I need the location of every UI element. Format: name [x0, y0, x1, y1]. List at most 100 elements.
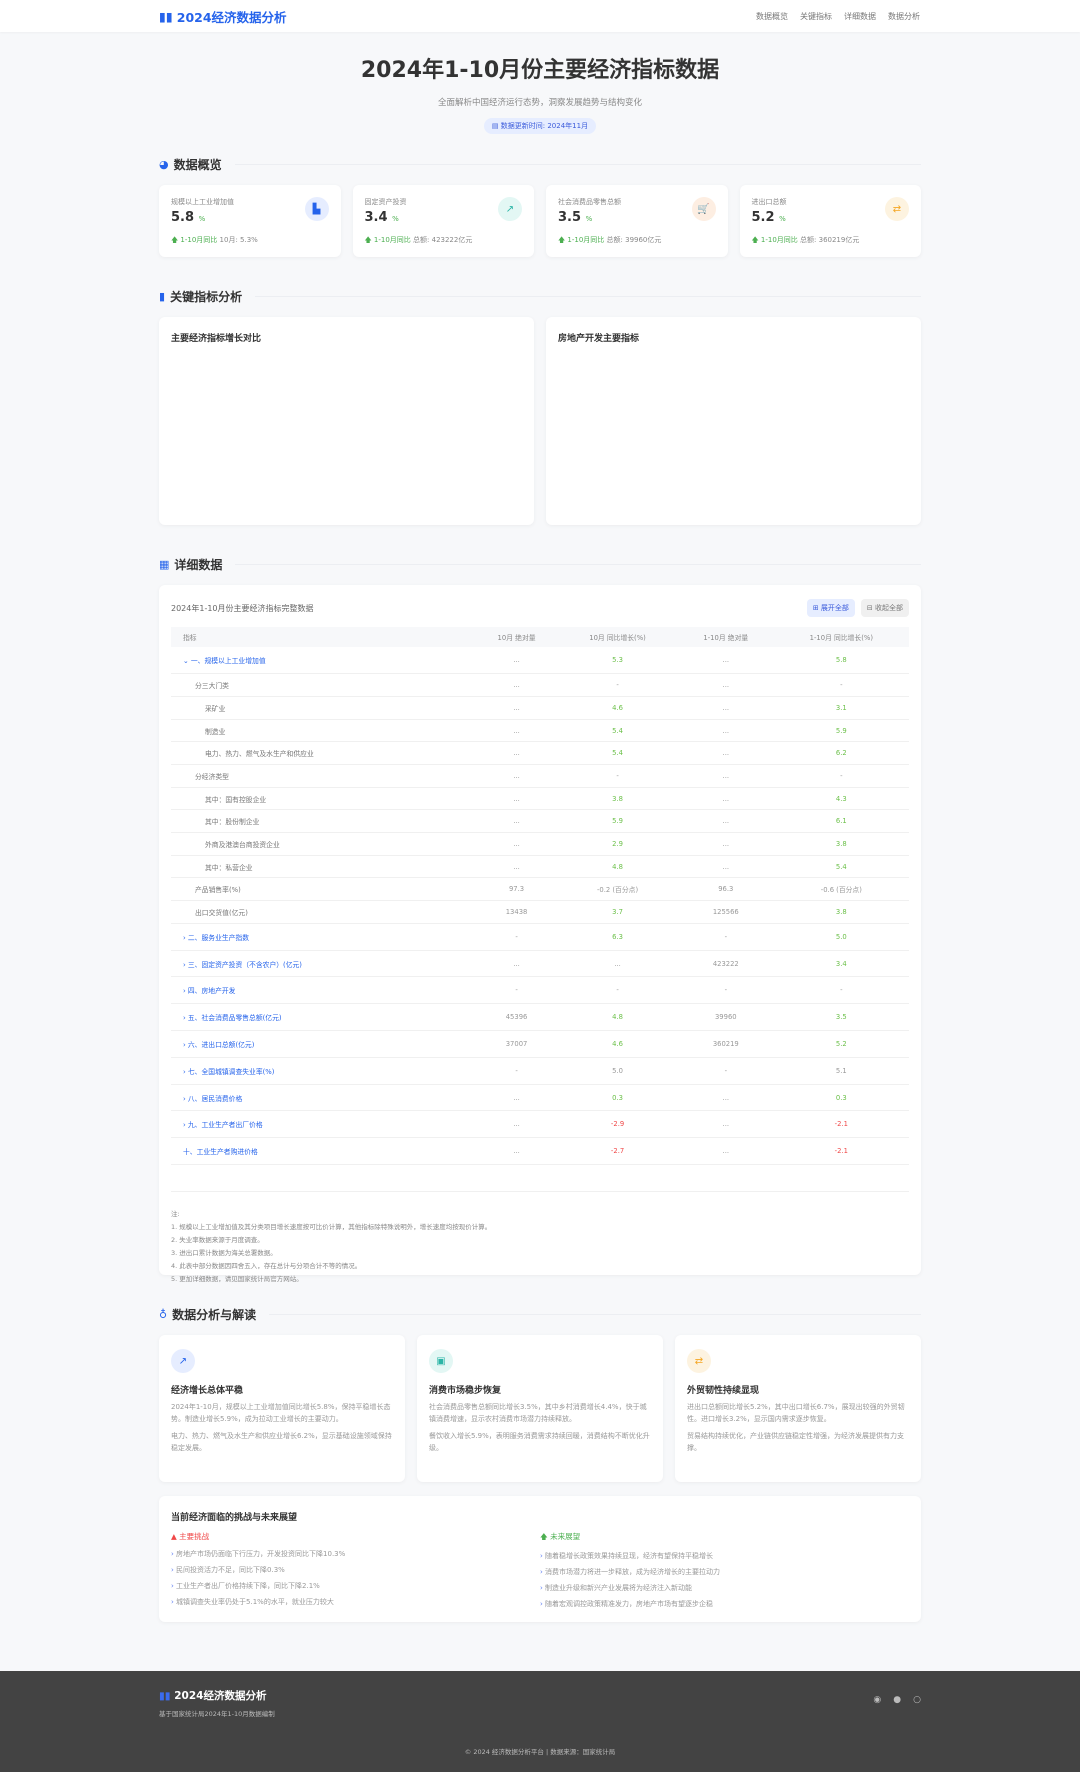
github-icon[interactable]: ○ — [913, 1695, 921, 1705]
cell-value: ... — [475, 696, 558, 720]
exchange-icon: ⇄ — [885, 197, 909, 221]
cell-value: - — [773, 764, 909, 788]
table-row[interactable]: ⌄ 一、规模以上工业增加值... 5.3... 5.8 — [171, 647, 909, 675]
cell-value: 5.1 — [773, 1057, 909, 1085]
card-value: 3.4 % — [364, 210, 399, 225]
cell-value: 5.0 — [557, 1057, 678, 1085]
table-row[interactable]: › 六、进出口总额(亿元) 37007 4.6 360219 5.2 — [171, 1030, 909, 1058]
chevron-right-icon[interactable]: › — [183, 1121, 188, 1130]
row-label: › 二、服务业生产指数 — [171, 923, 476, 951]
chevron-down-icon[interactable]: ⌄ — [183, 657, 191, 666]
cell-value: 37007 — [475, 1030, 558, 1058]
table-row[interactable]: › 四、房地产开发 - - - - — [171, 976, 909, 1005]
card-label: 固定资产投资 — [364, 198, 407, 206]
nav-link-detail[interactable]: 详细数据 — [844, 11, 876, 21]
table-row: 制造业... 5.4... 5.9 — [171, 719, 909, 743]
row-label: 外商及港澳台商投资企业 — [171, 832, 476, 856]
table-row[interactable]: 十、工业生产者购进价格... -2.7... -2.1 — [171, 1137, 909, 1166]
warning-icon: ▲ — [171, 1532, 180, 1541]
cell-value: - — [475, 923, 558, 951]
card-unit: % — [779, 215, 786, 223]
expand-all-button[interactable]: ⊞ 展开全部 — [806, 599, 855, 617]
cell-value: ... — [475, 1110, 558, 1139]
cell-value: - — [557, 764, 678, 788]
challenge-item: 房地产市场仍面临下行压力，开发投资同比下降10.3% — [171, 1546, 540, 1562]
trend-label: 🡅 1-10月同比 — [558, 236, 605, 244]
table-row: 出口交货值(亿元) 13438 3.7 125566 3.8 — [171, 900, 909, 924]
cell-value: ... — [475, 673, 558, 697]
cell-value: ... — [475, 809, 558, 834]
cell-value: 3.8 — [773, 832, 909, 856]
cell-value: 3.8 — [557, 787, 678, 811]
chevron-right-icon[interactable]: › — [183, 1014, 188, 1023]
cell-value: ... — [677, 832, 774, 856]
collapse-all-button[interactable]: ⊟ 收起全部 — [860, 599, 909, 617]
chevron-right-icon[interactable]: › — [183, 1040, 188, 1049]
cell-value: - — [773, 976, 909, 1005]
shopping-bag-icon: ▣ — [429, 1349, 453, 1373]
page-subtitle: 全面解析中国经济运行态势，洞察发展趋势与结构变化 — [437, 98, 642, 108]
row-label: › 八、居民消费价格 — [171, 1084, 476, 1112]
cell-value: 3.7 — [557, 900, 678, 924]
note-item: 4. 此表中部分数据因四舍五入，存在总计与分项合计不等的情况。 — [171, 1262, 362, 1271]
cell-value: 3.1 — [773, 696, 909, 720]
logo[interactable]: ▮▮ 2024经济数据分析 — [159, 8, 287, 25]
cell-value: ... — [677, 1110, 774, 1139]
cell-value: 96.3 — [677, 877, 774, 902]
chevron-right-icon[interactable]: › — [183, 933, 188, 942]
card-footer: 🡅 1-10月同比 总额: 360219亿元 — [752, 235, 910, 247]
cell-value: 5.8 — [773, 647, 909, 675]
trend-label: 🡅 1-10月同比 — [751, 236, 798, 244]
analysis-text: 餐饮收入增长5.9%，表明服务消费需求持续回暖，消费结构不断优化升级。 — [429, 1432, 650, 1452]
cell-value: -2.1 — [773, 1110, 909, 1139]
trend-extra: 10月: 5.3% — [217, 236, 258, 244]
overview-card: 固定资产投资 3.4 % 🡅 1-10月同比 总额: 423222亿元 ↗ — [352, 185, 534, 257]
cell-value: -0.6 (百分点) — [773, 877, 909, 902]
cell-value: 39960 — [677, 1003, 774, 1032]
chart-line-icon: ↗ — [498, 197, 522, 221]
weibo-icon[interactable]: ◉ — [873, 1695, 882, 1705]
nav-link-key[interactable]: 关键指标 — [800, 11, 832, 21]
table-row[interactable]: › 七、全国城镇调查失业率(%) -5.0-5.1 — [171, 1057, 909, 1085]
chevron-right-icon[interactable]: › — [183, 960, 188, 969]
note-item: 1. 规模以上工业增加值及其分类项目增长速度按可比价计算，其他指标除特殊说明外，… — [171, 1223, 492, 1232]
cell-value: - — [773, 673, 909, 697]
chevron-right-icon[interactable]: › — [183, 1094, 188, 1103]
trend-extra: 总额: 360219亿元 — [797, 236, 860, 244]
trend-extra: 总额: 423222亿元 — [410, 236, 473, 244]
column-header: 1-10月 同比增长(%) — [773, 627, 909, 647]
row-label: 电力、热力、燃气及水生产和供应业 — [171, 741, 476, 766]
card-unit: % — [392, 215, 399, 223]
cell-value: ... — [475, 1137, 558, 1166]
cell-value: ... — [475, 855, 558, 879]
outlook-item: 随着稳增长政策效果持续显现，经济有望保持平稳增长 — [540, 1548, 909, 1564]
cell-value: -0.2 (百分点) — [557, 877, 678, 902]
cell-value: 3.5 — [773, 1003, 909, 1032]
trend-extra: 总额: 39960亿元 — [604, 236, 662, 244]
wechat-icon[interactable]: ● — [893, 1695, 902, 1705]
row-label: 分三大门类 — [171, 673, 476, 697]
table-row[interactable]: › 三、固定资产投资（不含农户）(亿元)...... 423222 3.4 — [171, 950, 909, 978]
cell-value: ... — [677, 647, 774, 675]
challenges-card: 当前经济面临的挑战与未来展望 ▲ 主要挑战房地产市场仍面临下行压力，开发投资同比… — [159, 1496, 921, 1622]
row-label: 分经济类型 — [171, 764, 476, 788]
cell-value: ... — [475, 787, 558, 811]
table-row[interactable]: › 五、社会消费品零售总额(亿元) 45396 4.8 39960 3.5 — [171, 1003, 909, 1032]
note-item: 5. 更加详细数据，请见国家统计局官方网站。 — [171, 1275, 303, 1284]
column-header: 10月 绝对量 — [475, 627, 558, 647]
chevron-right-icon[interactable]: › — [183, 1067, 188, 1076]
cell-value: - — [557, 976, 678, 1005]
cell-value: ... — [475, 719, 558, 743]
cell-value: ... — [475, 764, 558, 788]
table-row[interactable]: › 二、服务业生产指数 -6.3-5.0 — [171, 923, 909, 951]
calendar-icon: ▤ — [491, 122, 501, 130]
table-row[interactable]: › 八、居民消费价格... 0.3... 0.3 — [171, 1084, 909, 1112]
analysis-text: 进出口总额同比增长5.2%，其中出口增长6.7%，展现出较强的外贸韧性。进口增长… — [687, 1403, 905, 1423]
nav-link-overview[interactable]: 数据概览 — [756, 11, 788, 21]
row-label: ⌄ 一、规模以上工业增加值 — [171, 647, 476, 675]
chevron-right-icon[interactable]: › — [183, 987, 188, 996]
table-row[interactable]: › 九、工业生产者出厂价格... -2.9... -2.1 — [171, 1110, 909, 1139]
table-title: 2024年1-10月份主要经济指标完整数据 — [171, 603, 314, 613]
row-label: 其中：国有控股企业 — [171, 787, 476, 811]
nav-link-analysis[interactable]: 数据分析 — [888, 11, 920, 21]
